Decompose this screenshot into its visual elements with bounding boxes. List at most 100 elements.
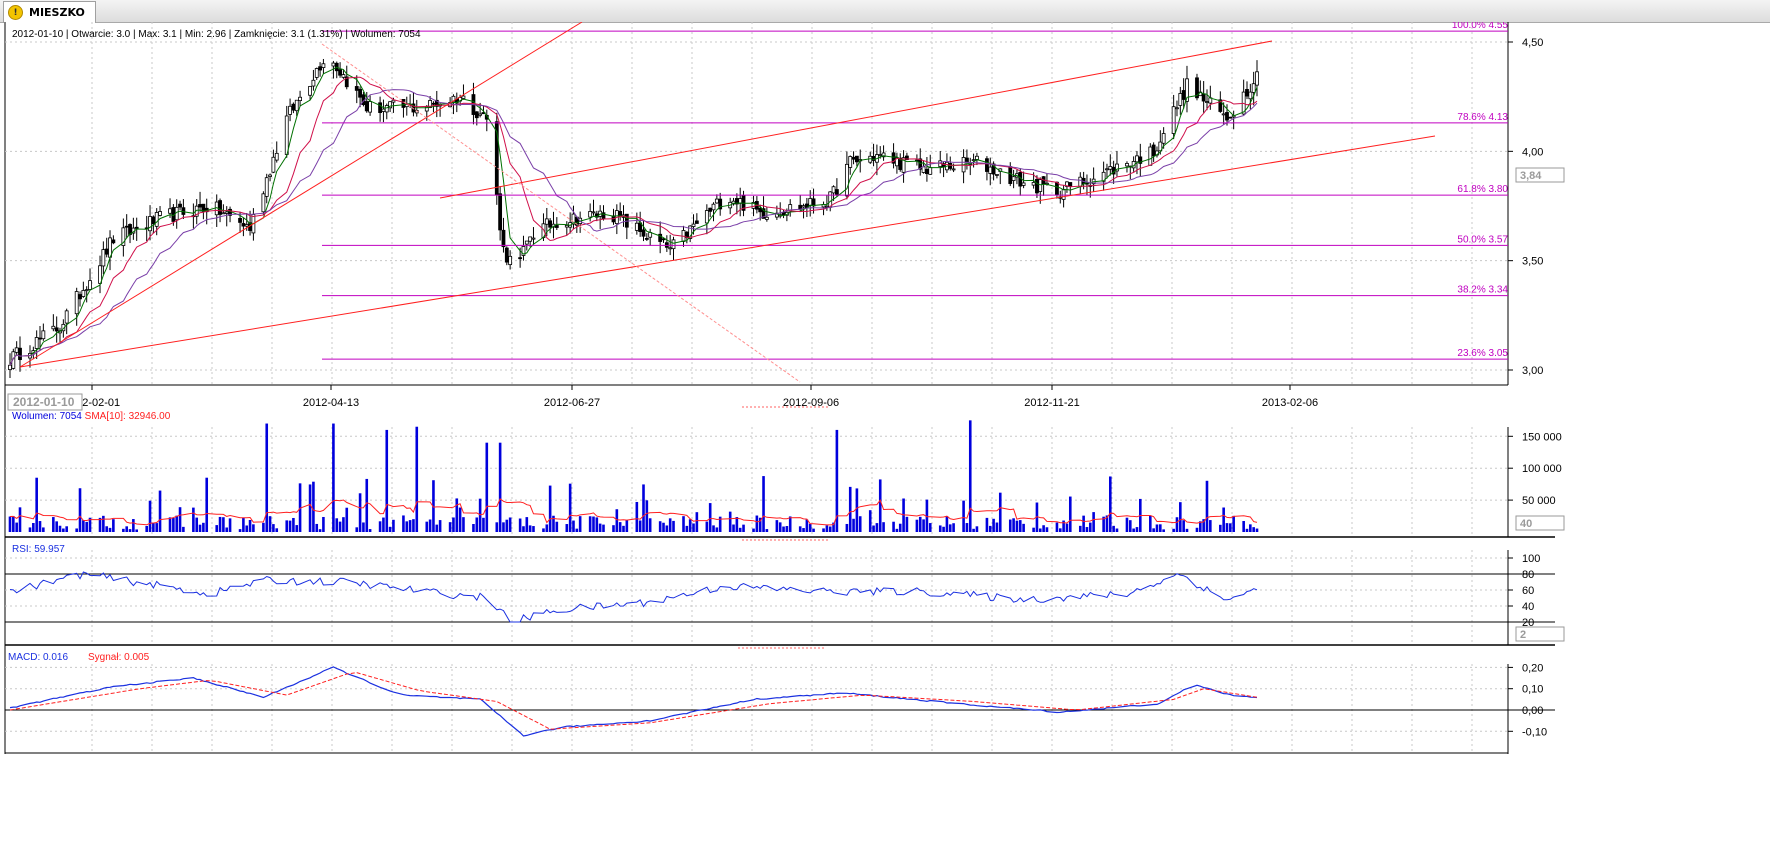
candle-body xyxy=(531,237,536,240)
volume-bar xyxy=(938,525,942,532)
volume-bar xyxy=(382,517,385,532)
candle-body xyxy=(284,115,289,155)
candle-body xyxy=(74,291,79,315)
candle-body xyxy=(985,158,989,172)
candle-body xyxy=(1181,90,1186,100)
volume-bar xyxy=(788,516,792,532)
ma-mid-line xyxy=(9,76,1258,366)
volume-bar xyxy=(602,524,605,532)
candle-body xyxy=(401,99,406,108)
candle-body xyxy=(1225,112,1229,121)
volume-bar xyxy=(592,516,595,532)
volume-bar xyxy=(308,484,312,532)
volume-bar xyxy=(1112,525,1115,532)
volume-bar xyxy=(475,517,479,532)
volume-bar xyxy=(225,527,229,532)
volume-bar xyxy=(1078,525,1082,532)
volume-bar xyxy=(1058,528,1062,532)
date-label: 2012-11-21 xyxy=(1024,397,1079,409)
volume-bar xyxy=(82,520,85,532)
volume-bar xyxy=(292,517,295,532)
volume-bar xyxy=(672,520,675,532)
volume-bar xyxy=(1255,528,1259,532)
volume-bar xyxy=(758,517,762,532)
tab-mieszko[interactable]: ! MIESZKO xyxy=(3,1,96,23)
volume-bar xyxy=(1245,528,1249,532)
candle-body xyxy=(951,168,956,171)
date-label: 2012-06-27 xyxy=(544,397,600,409)
candle-body xyxy=(288,105,292,115)
macd-tick-label: 0,20 xyxy=(1522,662,1543,674)
candle-body xyxy=(918,158,923,170)
volume-bar xyxy=(132,519,135,532)
volume-sma-line xyxy=(9,498,1258,526)
cursor-date-label: 2012-01-10 xyxy=(13,395,75,409)
candle-body xyxy=(308,86,312,96)
candle-body xyxy=(461,95,466,99)
volume-bar xyxy=(402,515,405,532)
volume-bar xyxy=(295,525,299,532)
candle-body xyxy=(314,68,319,78)
volume-bar xyxy=(625,520,629,532)
macd-header: MACD: 0.016 xyxy=(8,652,68,663)
date-label: 2013-02-06 xyxy=(1262,397,1318,409)
volume-bar xyxy=(435,524,439,532)
candle-body xyxy=(294,99,299,112)
candle-body xyxy=(764,216,769,220)
candle-body xyxy=(424,106,429,112)
candle-body xyxy=(498,193,503,231)
candle-body xyxy=(1248,91,1253,100)
candle-body xyxy=(331,62,336,67)
candle-body xyxy=(878,154,883,156)
rsi-tick-label: 60 xyxy=(1522,585,1534,597)
volume-bar xyxy=(658,521,662,532)
volume-bar xyxy=(388,526,392,532)
volume-bar xyxy=(485,442,489,532)
candle-body xyxy=(588,211,593,218)
stock-chart[interactable]: 100.0% 4.55 78.6% 4.13 61.8% 3.80 50.0% 3.5… xyxy=(0,22,1770,857)
candle-body xyxy=(298,96,302,102)
volume-bar xyxy=(1115,528,1119,532)
volume-bar xyxy=(1012,518,1015,532)
candle-body xyxy=(124,225,129,228)
candle-body xyxy=(644,238,649,240)
volume-bar xyxy=(155,523,159,532)
trend-line xyxy=(19,135,1436,368)
volume-bar xyxy=(1032,527,1035,532)
volume-bar xyxy=(922,519,925,532)
candle-body xyxy=(244,224,249,227)
volume-bar xyxy=(228,518,232,532)
volume-bar xyxy=(808,523,812,532)
volume-bar xyxy=(28,527,32,532)
volume-bar xyxy=(952,523,955,532)
volume-bar xyxy=(898,523,902,532)
candle-body xyxy=(1061,188,1066,200)
volume-bar xyxy=(105,526,108,532)
volume-bar xyxy=(975,526,979,532)
candle-body xyxy=(1255,71,1259,86)
candle-body xyxy=(634,222,639,231)
volume-bar xyxy=(428,519,432,532)
volume-bar xyxy=(878,479,882,532)
volume-bar xyxy=(385,429,389,532)
volume-bar xyxy=(875,523,879,532)
candle-body xyxy=(1245,89,1249,97)
volume-marker: 40 xyxy=(1520,518,1532,530)
candle-body xyxy=(354,86,359,91)
volume-bar xyxy=(1252,527,1255,532)
candle-body xyxy=(264,177,269,197)
candle-body xyxy=(834,189,839,195)
candle-body xyxy=(1021,182,1026,186)
volume-bar xyxy=(595,517,599,532)
candle-body xyxy=(758,207,763,213)
volume-bar xyxy=(335,518,339,532)
candle-body xyxy=(1175,107,1179,110)
volume-bar xyxy=(822,528,825,532)
volume-bar xyxy=(868,510,872,532)
candle-body xyxy=(154,212,159,227)
candle-body xyxy=(101,249,106,267)
ma-fast-line xyxy=(9,66,1258,366)
candle-body xyxy=(704,210,709,224)
candle-body xyxy=(168,208,172,214)
volume-bar xyxy=(52,517,55,532)
